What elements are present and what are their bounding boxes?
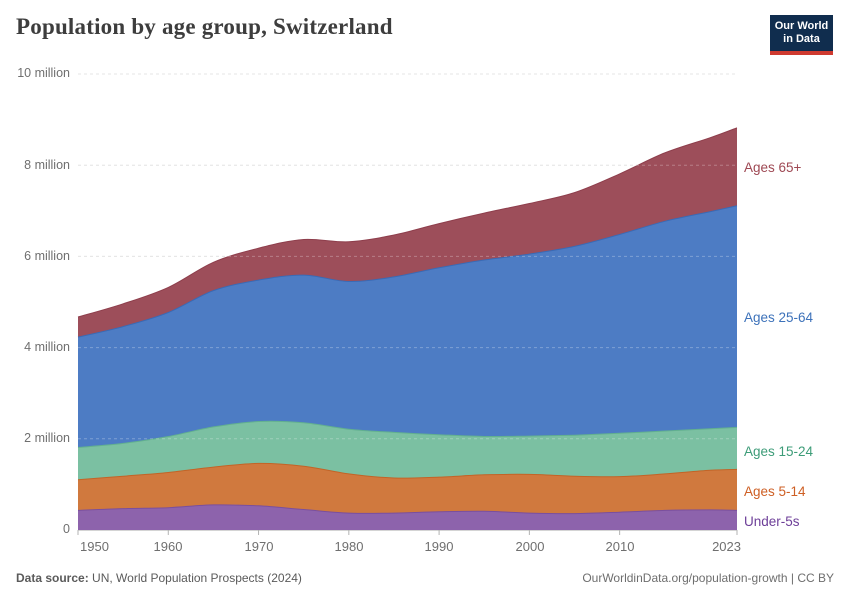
- series-label-under-5s: Under-5s: [744, 514, 800, 529]
- owid-logo-line2: in Data: [783, 33, 820, 45]
- page-title: Population by age group, Switzerland: [16, 14, 393, 39]
- owid-link[interactable]: OurWorldinData.org/population-growth | C…: [582, 571, 834, 585]
- data-source-note: Data source: UN, World Population Prospe…: [16, 571, 302, 585]
- owid-logo-line1: Our World: [774, 20, 829, 32]
- y-tick-10m: 10 million: [17, 66, 70, 80]
- series-label-ages-15-24: Ages 15-24: [744, 444, 814, 459]
- owid-logo[interactable]: Our World in Data: [770, 15, 833, 55]
- series-label-ages-25-64: Ages 25-64: [744, 310, 814, 325]
- x-tick-2010: 2010: [605, 539, 635, 554]
- x-tick-1990: 1990: [424, 539, 454, 554]
- x-tick-1980: 1980: [334, 539, 364, 554]
- y-tick-8m: 8 million: [24, 158, 70, 172]
- y-tick-6m: 6 million: [24, 249, 70, 263]
- series-label-ages-5-14: Ages 5-14: [744, 484, 806, 499]
- x-tick-1950: 1950: [80, 539, 109, 554]
- data-source-label: Data source:: [16, 571, 89, 585]
- y-tick-4m: 4 million: [24, 340, 70, 354]
- series-label-ages-65plus: Ages 65+: [744, 160, 802, 175]
- x-tick-1960: 1960: [153, 539, 183, 554]
- data-source-text: UN, World Population Prospects (2024): [88, 571, 302, 585]
- x-tick-1970: 1970: [244, 539, 274, 554]
- x-tick-2023: 2023: [712, 539, 741, 554]
- y-tick-0: 0: [63, 522, 70, 536]
- x-tick-2000: 2000: [515, 539, 545, 554]
- y-tick-2m: 2 million: [24, 431, 70, 445]
